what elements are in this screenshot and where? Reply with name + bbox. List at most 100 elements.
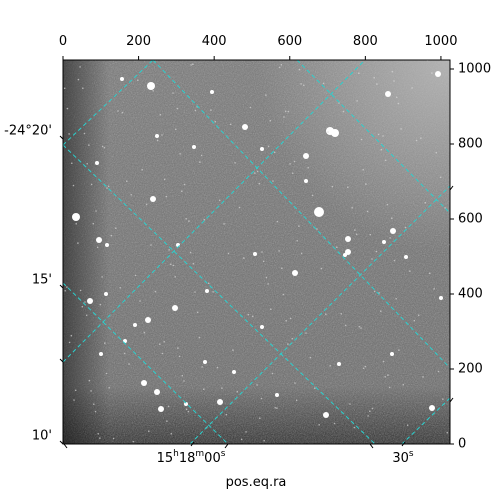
faint-star: [362, 169, 365, 171]
axis-tick: [59, 358, 64, 363]
faint-star: [126, 180, 128, 182]
faint-star: [105, 372, 108, 375]
faint-star: [194, 291, 196, 293]
faint-star: [183, 380, 185, 382]
star: [232, 370, 236, 374]
faint-star: [121, 111, 124, 114]
faint-star: [236, 390, 239, 393]
faint-star: [336, 246, 338, 248]
faint-star: [203, 218, 206, 221]
faint-star: [272, 180, 274, 182]
faint-star: [355, 233, 358, 236]
faint-star: [112, 437, 115, 440]
faint-star: [159, 113, 162, 116]
faint-star: [181, 374, 184, 377]
sky-image: [63, 60, 450, 444]
faint-star: [251, 315, 254, 318]
faint-star: [300, 252, 303, 255]
faint-star: [338, 102, 340, 104]
faint-star: [201, 366, 203, 368]
faint-star: [307, 167, 310, 169]
star: [314, 207, 324, 217]
faint-star: [240, 438, 243, 441]
faint-star: [360, 138, 363, 141]
faint-star: [203, 388, 205, 391]
star: [72, 213, 80, 221]
faint-star: [400, 128, 402, 130]
faint-star: [210, 109, 212, 111]
grid-line: [189, 185, 450, 444]
star: [242, 124, 248, 130]
faint-star: [192, 262, 195, 265]
faint-star: [316, 228, 318, 230]
faint-star: [216, 366, 219, 369]
faint-star: [325, 313, 327, 316]
faint-star: [68, 341, 71, 344]
faint-star: [380, 148, 383, 151]
faint-star: [395, 96, 398, 99]
star: [345, 236, 351, 242]
faint-star: [267, 283, 269, 285]
grid-line: [63, 144, 376, 444]
faint-star: [353, 426, 356, 429]
tick-label: 0: [58, 34, 68, 49]
faint-star: [256, 384, 258, 386]
faint-star: [309, 356, 312, 359]
star: [155, 134, 159, 138]
star: [104, 292, 108, 296]
faint-star: [433, 288, 435, 290]
star: [141, 380, 147, 386]
star: [210, 90, 214, 94]
faint-star: [103, 146, 106, 149]
faint-star: [391, 70, 394, 73]
star-field: [63, 60, 450, 443]
faint-star: [229, 123, 232, 126]
faint-star: [294, 382, 296, 384]
faint-star: [256, 170, 259, 173]
grid-line: [152, 60, 450, 369]
tick-label: 1000: [458, 61, 492, 77]
faint-star: [234, 162, 236, 164]
grid-line: [63, 282, 229, 444]
star: [147, 82, 155, 90]
faint-star: [176, 107, 179, 110]
faint-star: [159, 343, 161, 346]
faint-star: [285, 320, 288, 322]
star: [217, 399, 223, 405]
axis-tick: [449, 397, 454, 403]
faint-star: [90, 390, 92, 392]
star: [343, 253, 347, 257]
star: [260, 325, 264, 329]
faint-star: [188, 220, 190, 222]
faint-star: [386, 203, 389, 206]
faint-star: [387, 374, 389, 376]
star: [150, 196, 156, 202]
coordinate-grid: [63, 60, 450, 444]
faint-star: [174, 276, 176, 278]
faint-star: [404, 226, 407, 229]
faint-star: [245, 431, 247, 433]
faint-star: [437, 370, 440, 373]
faint-star: [435, 151, 438, 154]
faint-star: [413, 319, 416, 322]
star: [404, 255, 408, 259]
faint-star: [260, 397, 263, 400]
faint-star: [139, 300, 141, 302]
faint-star: [154, 290, 157, 293]
faint-star: [207, 282, 210, 285]
faint-star: [75, 223, 77, 225]
star: [429, 405, 435, 411]
faint-star: [181, 190, 183, 192]
faint-star: [79, 289, 82, 292]
faint-star: [64, 290, 66, 292]
faint-star: [178, 355, 181, 358]
faint-star: [376, 83, 378, 85]
faint-star: [369, 410, 371, 413]
faint-star: [278, 66, 281, 69]
faint-star: [249, 106, 252, 109]
axis-tick: [401, 441, 406, 447]
star: [323, 412, 329, 418]
faint-star: [156, 139, 159, 142]
faint-star: [214, 120, 217, 123]
faint-star: [305, 332, 307, 334]
